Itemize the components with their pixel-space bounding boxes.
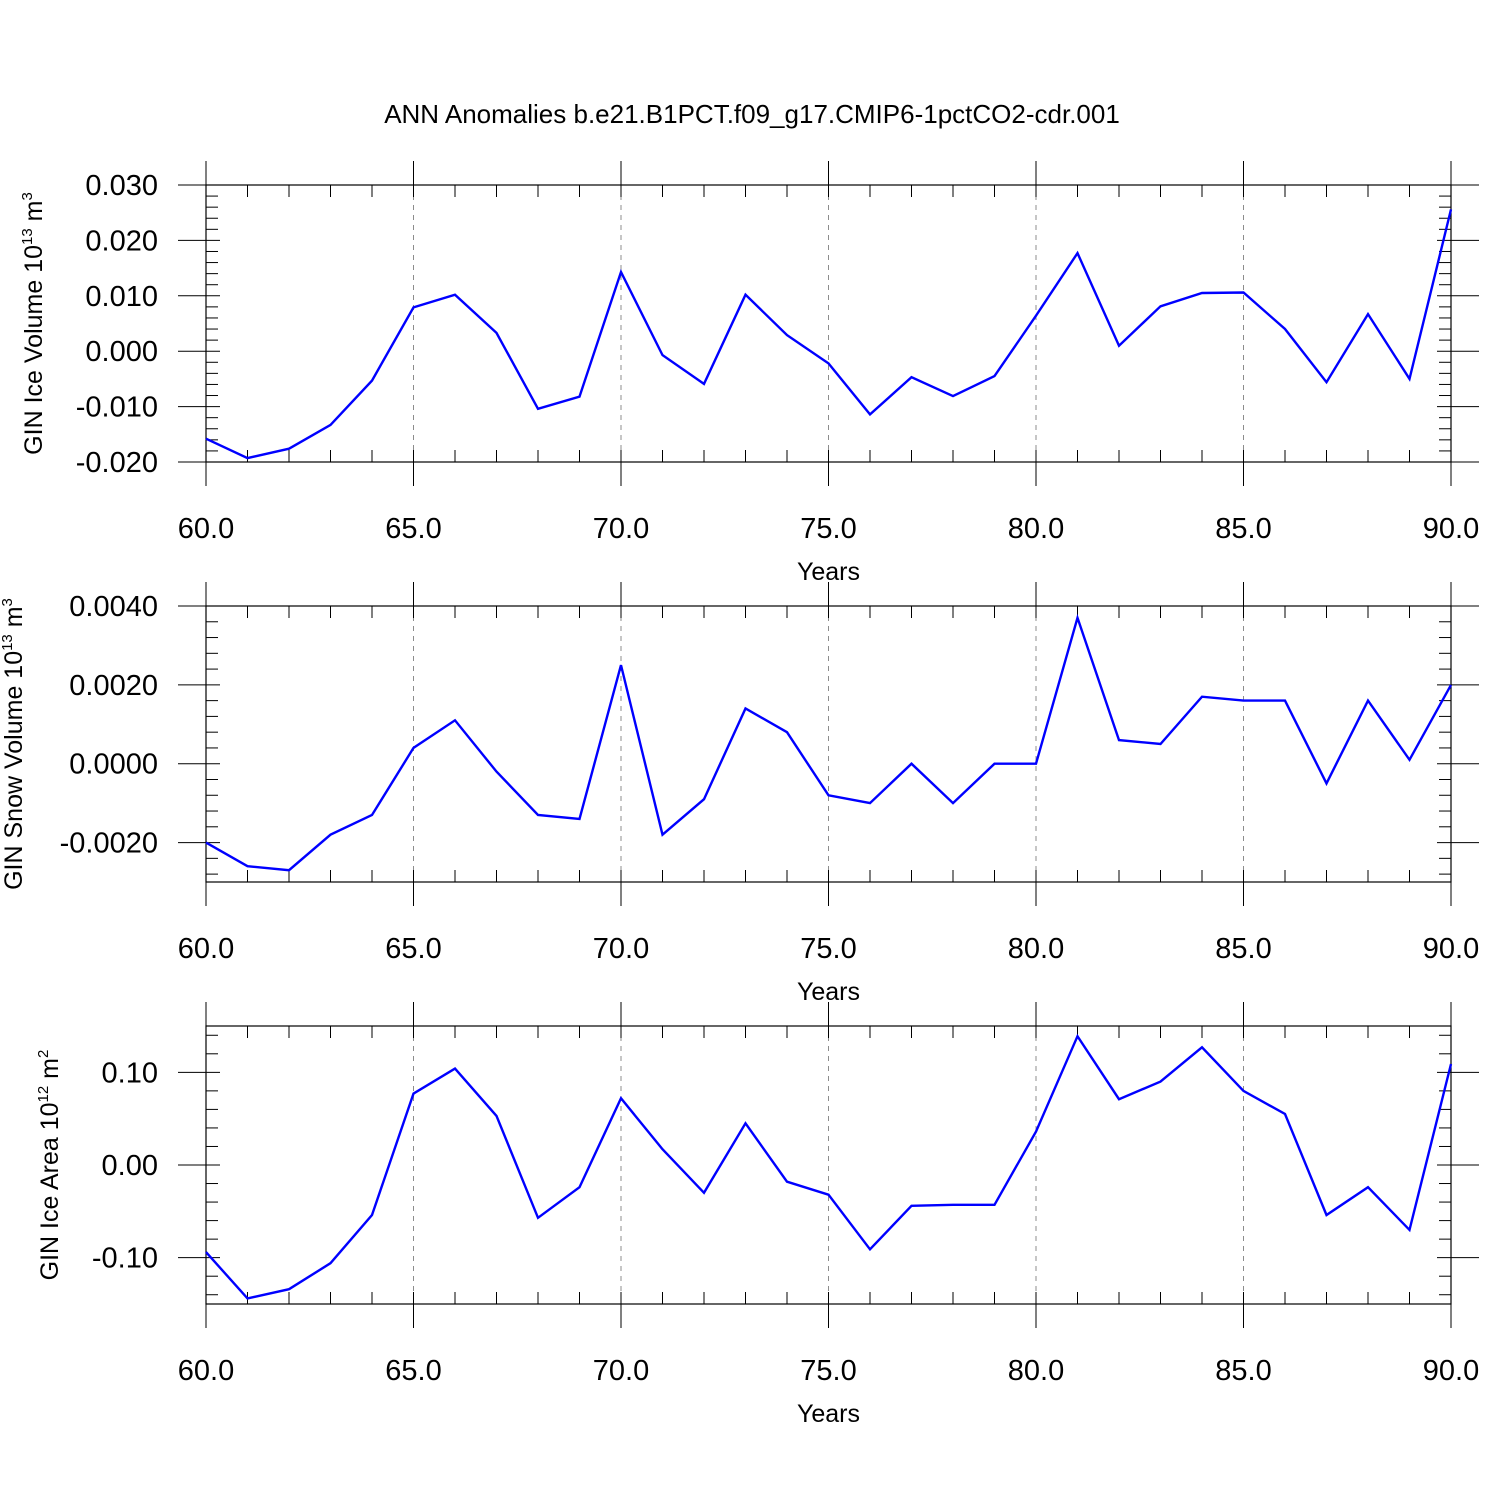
panel-2-x-tick-label: 90.0 [1423,933,1479,965]
panel-1-x-axis-label: Years [797,558,860,586]
panel-2-x-tick-label: 75.0 [800,933,856,965]
panel-1-x-tick-label: 60.0 [178,513,234,545]
y-axis-label-text: GIN Ice Volume 10 [20,245,48,455]
panel-3-x-tick-label: 80.0 [1008,1355,1064,1387]
panel-2-x-axis-label: Years [797,978,860,1006]
panel-1-y-tick-label: -0.020 [76,447,158,479]
panel-1-series-line [205,209,1453,460]
y-axis-label-text: GIN Snow Volume 10 [0,651,28,890]
panel-1-y-axis-label: GIN Ice Volume 1013 m3 [19,192,48,455]
panel-3-y-axis-label: GIN Ice Area 1012 m2 [35,1050,64,1281]
panel-2-y-tick-label: -0.0020 [60,828,158,860]
chart-title: ANN Anomalies b.e21.B1PCT.f09_g17.CMIP6-… [384,99,1120,129]
y-axis-label-text: m [36,1058,64,1086]
panel-2-x-tick-label: 60.0 [178,933,234,965]
panel-1-y-tick-label: 0.020 [85,225,158,257]
panel-3-series-line [205,1033,1453,1300]
panel-3-x-tick-label: 85.0 [1215,1355,1271,1387]
panel-2-x-tick-label: 70.0 [593,933,649,965]
panel-2-series-line [205,613,1453,872]
panel-1-x-tick-label: 70.0 [593,513,649,545]
y-axis-label-superscript: 2 [35,1050,52,1058]
panel-2-y-axis-label: GIN Snow Volume 1013 m3 [0,598,28,890]
panel-3-x-tick-label: 70.0 [593,1355,649,1387]
y-axis-label-superscript: 3 [0,598,16,606]
panel-1-y-tick-label: 0.000 [85,336,158,368]
panel-3: -0.10 0.00 0.10 60.0 65.0 70.0 75.0 80.0 85.0 90.… [35,1002,1479,1428]
y-axis-label-superscript: 3 [19,192,36,200]
panel-2-x-tick-label: 85.0 [1215,933,1271,965]
panel-3-x-tick-label: 65.0 [385,1355,441,1387]
panel-3-y-tick-label: -0.10 [92,1243,158,1275]
panel-1-y-tick-label: 0.010 [85,281,158,313]
panel-1: -0.020 -0.010 0.000 0.010 0.020 0.030 60.0 65.0… [19,161,1479,586]
panel-2-y-tick-label: 0.0020 [69,670,158,702]
y-axis-label-text: m [20,201,48,229]
panel-2-y-tick-label: 0.0040 [69,591,158,623]
panel-3-x-tick-label: 60.0 [178,1355,234,1387]
y-axis-label-superscript: 13 [0,634,16,651]
panel-1-x-tick-label: 75.0 [800,513,856,545]
panel-3-x-tick-label: 75.0 [800,1355,856,1387]
panel-1-x-tick-label: 80.0 [1008,513,1064,545]
panel-1-x-tick-label: 90.0 [1423,513,1479,545]
y-axis-label-text: GIN Ice Area 10 [36,1102,64,1280]
panel-2-x-tick-label: 80.0 [1008,933,1064,965]
y-axis-label-text: m [0,606,28,634]
panel-3-y-tick-label: 0.10 [102,1057,158,1089]
y-axis-label-superscript: 13 [19,228,36,245]
panel-1-y-tick-label: -0.010 [76,392,158,424]
y-axis-label-superscript: 12 [35,1086,52,1103]
panel-1-x-tick-label: 85.0 [1215,513,1271,545]
panel-3-x-tick-label: 90.0 [1423,1355,1479,1387]
panel-2-y-tick-label: 0.0000 [69,749,158,781]
panel-2: -0.0020 0.0000 0.0020 0.0040 60.0 65.0 70.0 75.… [0,582,1479,1006]
panels: -0.020 -0.010 0.000 0.010 0.020 0.030 60.0 65.0… [0,161,1479,1428]
panel-1-x-tick-label: 65.0 [385,513,441,545]
panel-2-x-tick-label: 65.0 [385,933,441,965]
panel-1-y-tick-label: 0.030 [85,170,158,202]
panel-3-x-axis-label: Years [797,1400,860,1428]
panel-3-y-tick-label: 0.00 [102,1150,158,1182]
